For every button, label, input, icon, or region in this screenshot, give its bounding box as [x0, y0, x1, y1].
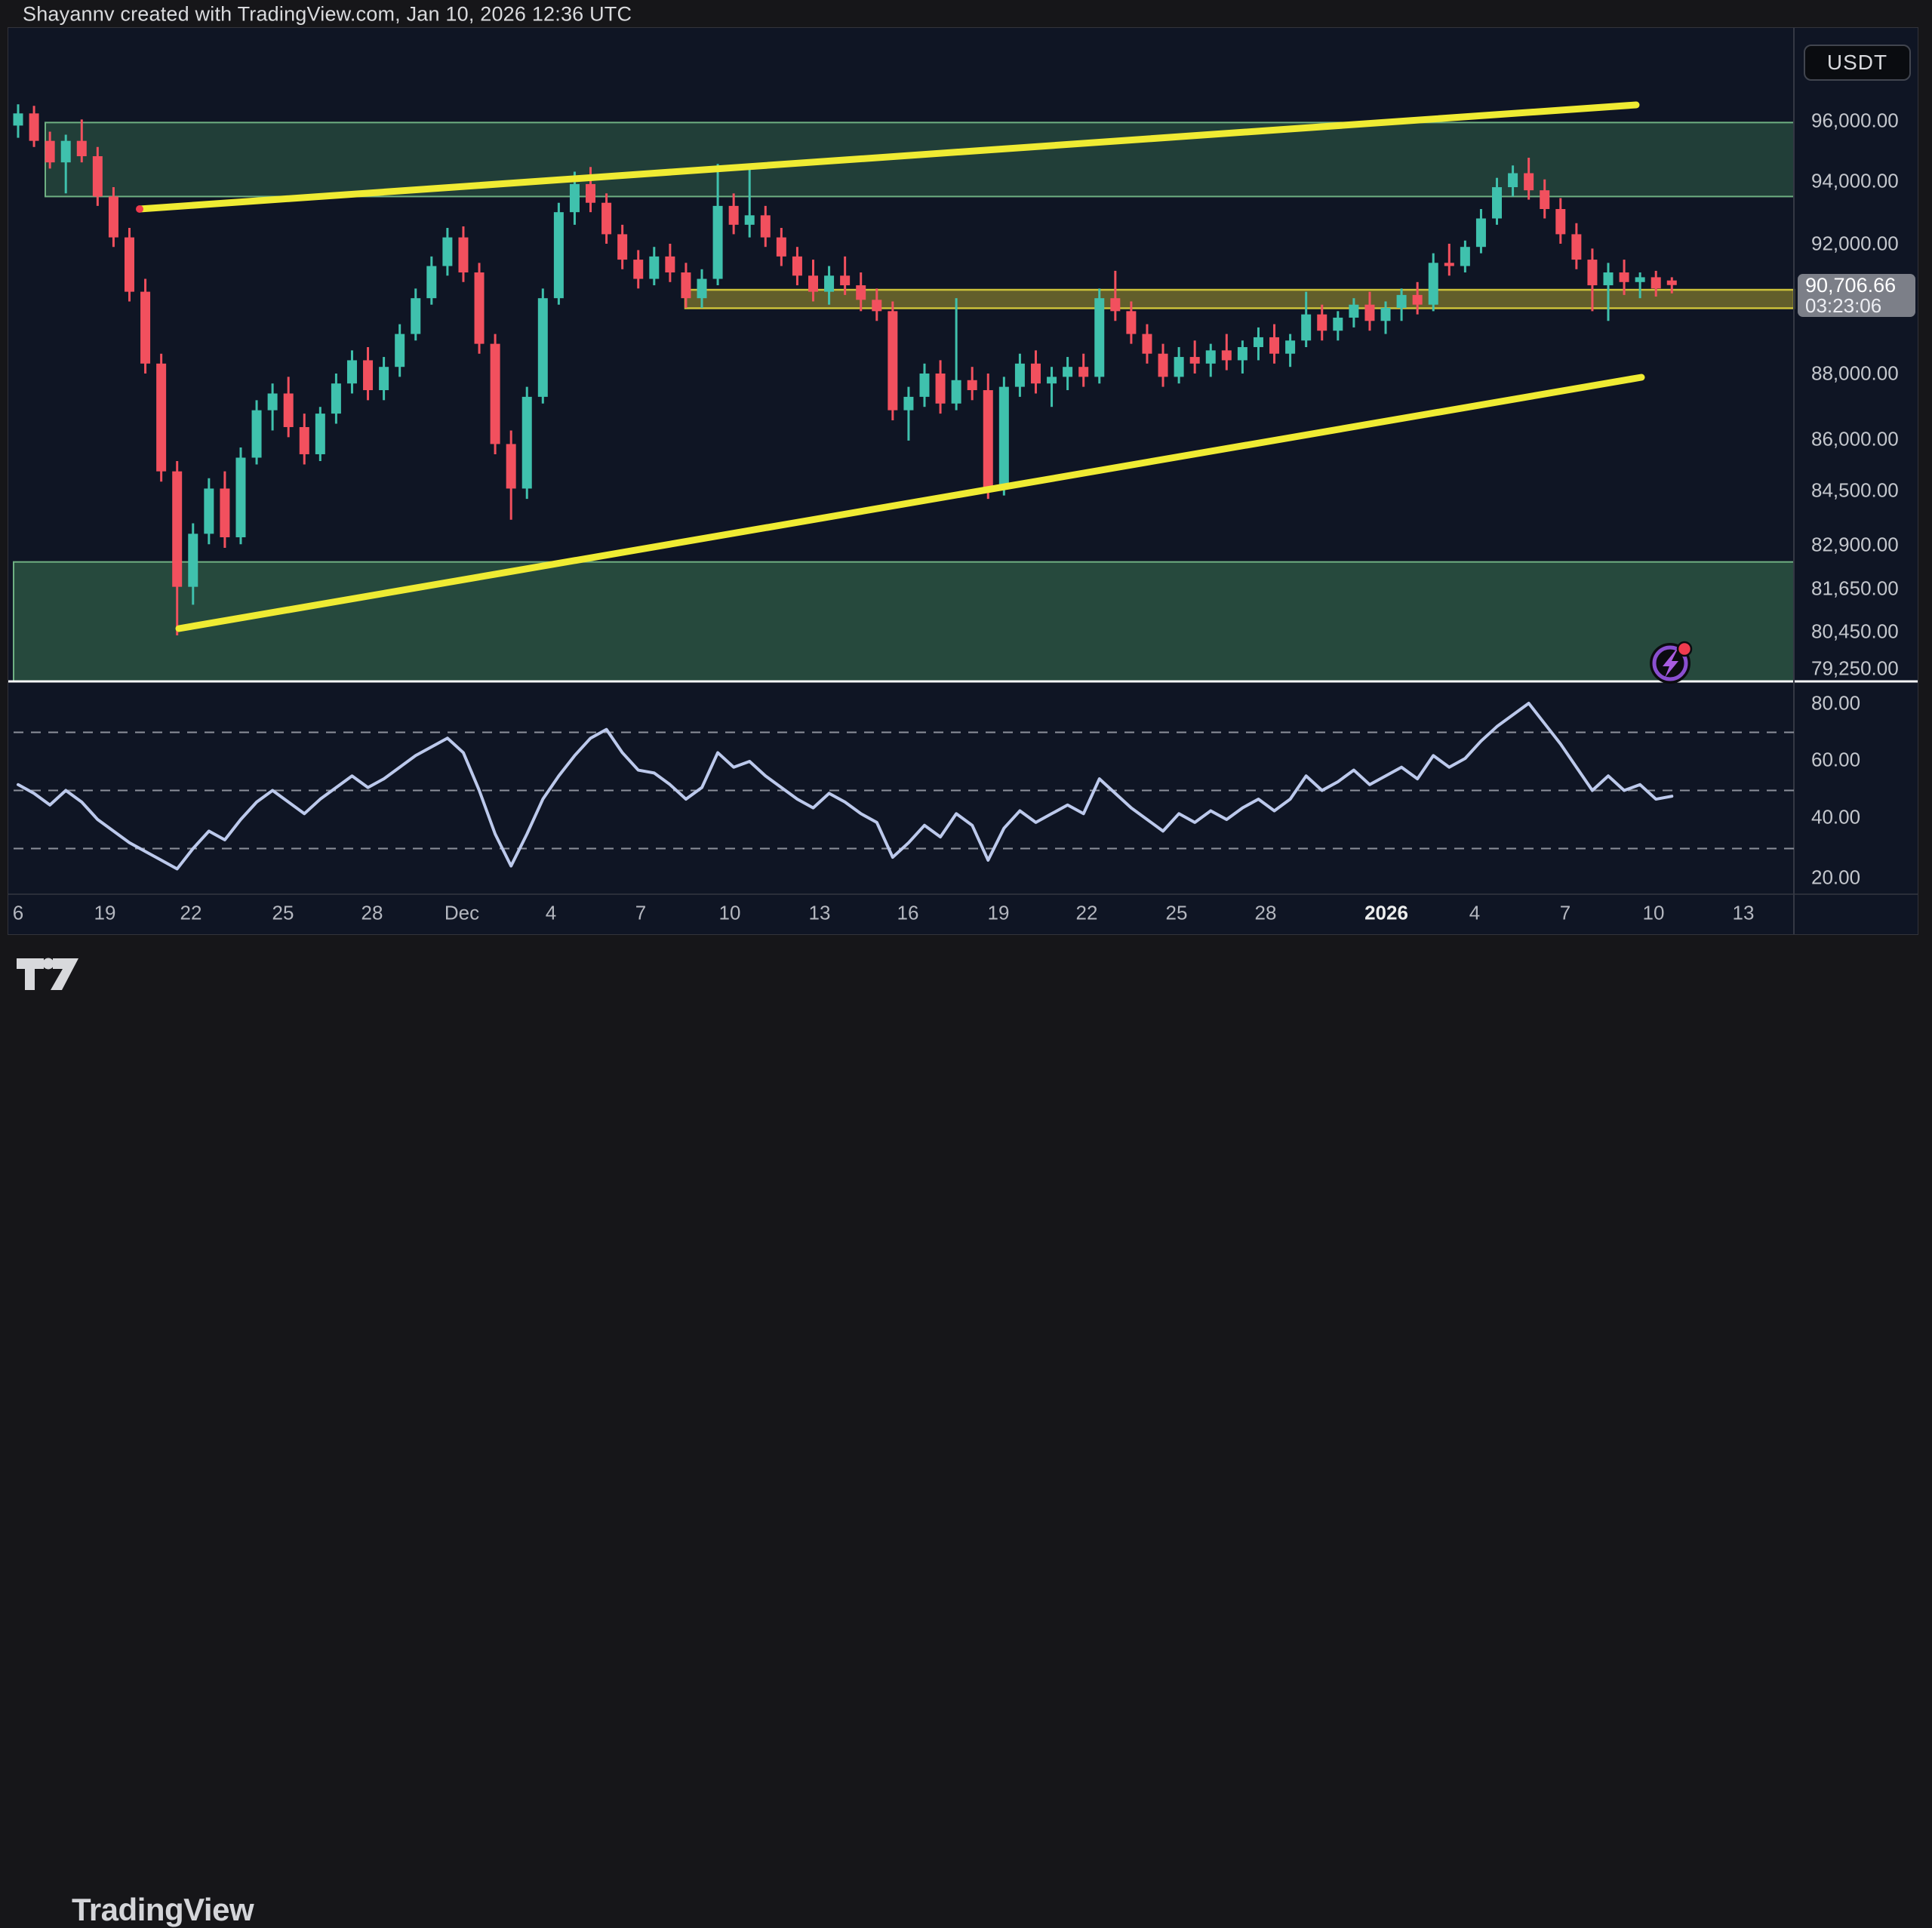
tradingview-logo-text[interactable]: TradingView [72, 1892, 254, 1927]
price-axis-label: 81,650.00 [1811, 577, 1899, 600]
time-axis-label: 28 [1254, 901, 1277, 924]
price-axis-label: 84,500.00 [1811, 478, 1899, 502]
candlesticks [13, 104, 1677, 636]
chart-region: 96,000.00 94,000.00 92,000.00 88,000.00 86,0… [8, 27, 1918, 935]
time-axis-label: 4 [545, 901, 557, 924]
price-axis-label: 60.00 [1811, 748, 1861, 771]
wedge-lower[interactable] [175, 374, 1645, 632]
time-axis-label: 22 [180, 901, 202, 924]
price-axis-label: 20.00 [1811, 866, 1861, 889]
price-axis-label: 82,900.00 [1811, 533, 1899, 556]
price-axis-label: 94,000.00 [1811, 169, 1899, 192]
trendline-anchor-dot [136, 205, 143, 213]
time-axis-label: 22 [1075, 901, 1098, 924]
footer-bar: TradingView [0, 934, 1932, 1927]
flash-boost-icon[interactable] [1650, 641, 1693, 684]
last-price-value: 90,706.66 [1805, 273, 1897, 297]
time-axis-label: 7 [635, 901, 647, 924]
attribution-bar: Shayannv created with TradingView.com, J… [0, 0, 1932, 28]
price-axis-label: 80.00 [1811, 691, 1861, 715]
time-axis-label: 6 [12, 901, 24, 924]
time-axis-year-label: 2026 [1364, 901, 1408, 924]
time-axis-label: 16 [897, 901, 919, 924]
time-axis-label: 10 [1642, 901, 1665, 924]
time-axis-label: 19 [987, 901, 1010, 924]
tradingview-logo-icon[interactable] [0, 934, 317, 1015]
chart-attribution-text: Shayannv created with TradingView.com, J… [23, 2, 632, 25]
time-axis-label: 10 [718, 901, 741, 924]
resistance-band [684, 288, 1795, 309]
currency-toggle-button[interactable]: USDT [1804, 45, 1911, 81]
price-axis-label: 40.00 [1811, 805, 1861, 829]
time-axis-label: 13 [808, 901, 831, 924]
supply-zone [45, 121, 1795, 198]
time-axis-label: Dec [444, 901, 480, 924]
time-axis-label: 4 [1469, 901, 1481, 924]
price-axis-label: 79,250.00 [1811, 657, 1899, 680]
time-axis-label: 7 [1559, 901, 1571, 924]
time-axis-label: 13 [1732, 901, 1755, 924]
price-chart-canvas[interactable] [8, 28, 1918, 934]
price-axis-label: 92,000.00 [1811, 232, 1899, 255]
time-axis-label: 25 [1165, 901, 1188, 924]
price-axis-label: 80,450.00 [1811, 620, 1899, 643]
time-axis-label: 19 [94, 901, 116, 924]
demand-zone [13, 561, 1795, 682]
last-price-badge: 90,706.66 03:23:06 [1798, 274, 1915, 317]
time-axis-label: 25 [272, 901, 294, 924]
price-axis-label: 96,000.00 [1811, 109, 1899, 132]
wedge-upper[interactable] [136, 101, 1640, 213]
price-axis-label: 88,000.00 [1811, 361, 1899, 385]
time-axis-label: 28 [361, 901, 383, 924]
price-axis-label: 86,000.00 [1811, 427, 1899, 450]
rsi-line [17, 702, 1674, 871]
bar-countdown: 03:23:06 [1805, 294, 1882, 318]
